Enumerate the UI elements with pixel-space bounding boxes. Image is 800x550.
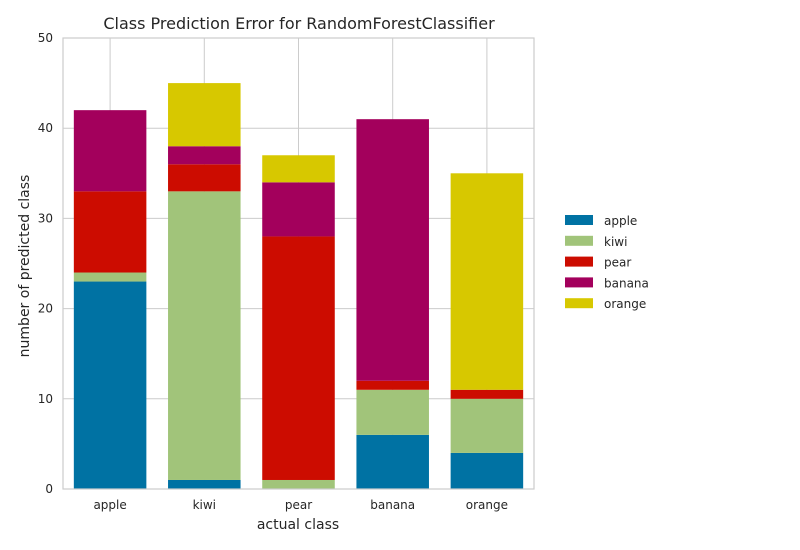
- bar-pear-pear: [262, 236, 335, 480]
- legend-label-banana: banana: [604, 276, 649, 290]
- bar-orange-pear: [450, 389, 524, 399]
- legend-label-orange: orange: [604, 297, 646, 311]
- y-tick-label: 50: [38, 31, 53, 45]
- bar-orange-orange: [450, 173, 524, 390]
- bar-kiwi-pear: [168, 164, 241, 192]
- x-axis-ticks: apple kiwi pear banana orange: [93, 498, 508, 512]
- x-tick-label: kiwi: [193, 498, 216, 512]
- bar-apple-banana: [73, 110, 147, 192]
- bar-kiwi-kiwi: [168, 191, 241, 480]
- bar-banana-pear: [356, 380, 429, 390]
- bar-kiwi-orange: [168, 83, 241, 147]
- x-tick-label: apple: [93, 498, 126, 512]
- plot-frame: [62, 37, 535, 490]
- legend-label-apple: apple: [604, 214, 637, 228]
- y-axis-label: number of predicted class: [17, 175, 33, 358]
- chart-title: Class Prediction Error for RandomForestC…: [103, 14, 495, 33]
- x-tick-label: banana: [370, 498, 415, 512]
- legend-swatch-pear: [565, 256, 593, 267]
- legend-swatch-banana: [565, 277, 593, 288]
- bar-apple-kiwi: [73, 272, 147, 282]
- legend-label-kiwi: kiwi: [604, 235, 627, 249]
- legend-swatch-apple: [565, 215, 593, 225]
- y-tick-label: 30: [38, 211, 53, 225]
- x-axis-label: actual class: [257, 517, 339, 533]
- bar-pear-orange: [262, 155, 335, 183]
- bars: [73, 83, 524, 489]
- bar-kiwi-apple: [168, 479, 241, 489]
- legend: apple kiwi pear banana orange: [565, 214, 649, 311]
- legend-label-pear: pear: [604, 256, 631, 270]
- y-tick-label: 10: [38, 392, 53, 406]
- x-tick-label: pear: [285, 498, 312, 512]
- bar-orange-kiwi: [450, 398, 524, 453]
- bar-orange-apple: [450, 452, 524, 489]
- legend-swatch-orange: [565, 298, 593, 309]
- y-tick-label: 20: [38, 302, 53, 316]
- y-tick-label: 40: [38, 121, 53, 135]
- y-tick-label: 0: [45, 482, 53, 496]
- x-tick-label: orange: [466, 498, 508, 512]
- y-axis-ticks: 0 10 20 30 40 50: [38, 31, 53, 496]
- bar-banana-apple: [356, 434, 429, 489]
- legend-swatch-kiwi: [565, 235, 593, 246]
- bar-pear-banana: [262, 182, 335, 237]
- bar-banana-kiwi: [356, 389, 429, 435]
- bar-banana-banana: [356, 119, 429, 381]
- bar-kiwi-banana: [168, 146, 241, 165]
- bar-apple-pear: [73, 191, 147, 273]
- bar-apple-apple: [73, 281, 147, 489]
- bar-pear-kiwi: [262, 479, 335, 489]
